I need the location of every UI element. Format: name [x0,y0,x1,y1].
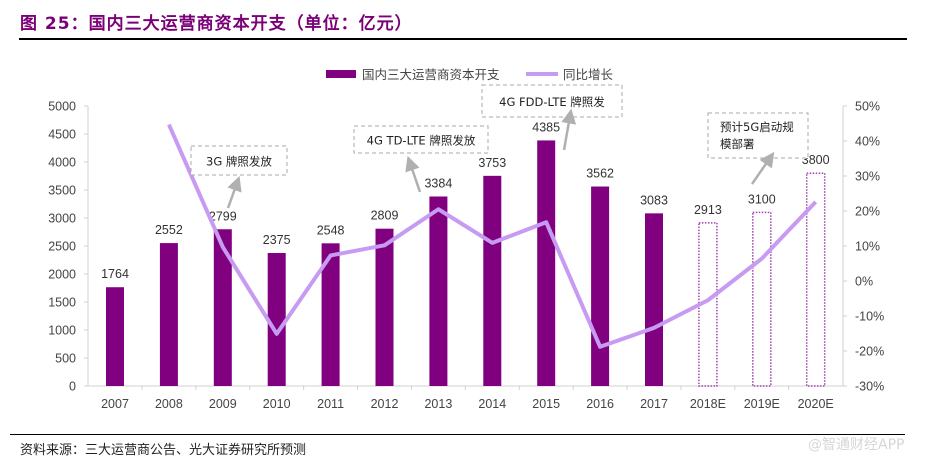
bar-estimate [805,172,826,387]
annotation-text: 4G FDD-LTE 牌照发 [499,95,605,109]
x-tick-label: 2009 [209,397,237,411]
y-left-tick-label: 4000 [48,156,76,170]
x-tick-label: 2011 [317,397,344,411]
y-right-tick-label: -30% [855,380,884,394]
x-tick-label: 2015 [532,397,560,411]
x-tick-label: 2019E [744,397,780,411]
y-right-tick-label: 0% [855,275,873,289]
bar-value-label: 4385 [532,120,560,134]
yoy-line [167,123,818,349]
bar-value-label: 2552 [155,223,183,237]
bar-value-label: 2548 [317,223,345,237]
figure-title: 图 25：国内三大运营商资本开支（单位：亿元） [20,14,413,34]
legend-swatch-capex [326,70,356,78]
annotation-arrow [561,108,577,151]
legend: 国内三大运营商资本开支 同比增长 [326,67,614,82]
y-left-tick-label: 2500 [48,240,76,254]
annotation-box [707,112,809,159]
annotation-text: 模部署 [720,137,755,151]
bar [106,287,124,386]
bar-value-label: 3753 [478,156,506,170]
legend-label-yoy: 同比增长 [563,67,614,82]
y-right-tick-label: -20% [855,345,884,359]
bar-estimate [698,222,718,387]
bar-value-label: 2913 [694,203,722,217]
bar-value-label: 1764 [101,267,129,281]
y-left-tick-label: 0 [69,380,76,394]
bar-value-label: 2375 [263,233,291,247]
bar [375,228,394,386]
annotation-arrow [226,175,242,209]
x-tick-label: 2012 [371,397,399,411]
y-left-tick-label: 2000 [48,268,76,282]
y-left-tick-label: 3000 [48,212,76,226]
bar [159,243,178,386]
annotation-box [481,84,623,118]
x-tick-label: 2010 [263,397,291,411]
annotation-text: 3G 牌照发放 [206,155,272,169]
x-tick-label: 2018E [690,397,726,411]
bar [267,253,286,386]
bar-value-label: 3083 [640,193,668,207]
annotation-text: 4G TD-LTE 牌照发放 [367,134,476,148]
source-note: 资料来源：三大运营商公告、光大证券研究所预测 [20,443,307,458]
y-left-tick-label: 3500 [48,184,76,198]
bar [483,175,502,386]
annotation-box [190,145,288,176]
legend-label-capex: 国内三大运营商资本开支 [362,67,500,82]
title-rule [19,38,907,40]
x-tick-label: 2020E [798,397,834,411]
y-left-tick-label: 500 [55,352,76,366]
x-tick-label: 2008 [155,397,183,411]
bars [106,140,826,387]
bar-value-label: 2799 [209,209,237,223]
bar-estimate [752,211,772,387]
source-rule [10,434,905,435]
bar-value-label: 3562 [586,167,614,181]
y-right-tick-label: 40% [855,135,880,149]
y-left-tick-label: 5000 [48,100,76,114]
x-tick-label: 2007 [101,397,129,411]
bar [429,196,448,386]
yoy-line-series [167,123,818,349]
bar-value-label: 3100 [748,192,776,206]
axes: 0 500 1000 1500 2000 2500 3000 3500 4000 4500 5000… [48,100,884,412]
x-tick-label: 2017 [640,397,668,411]
x-tick-label: 2014 [478,397,506,411]
bar-value-label: 2809 [371,209,399,223]
bar-labels: 1764 2552 2799 2375 2548 2809 3384 3753 4385 3562… [101,120,830,281]
bar [645,213,663,386]
bar [591,186,610,386]
watermark: @智通财经APP [808,437,905,453]
annotation-text: 预计5G启动规 [720,120,794,134]
y-left-tick-label: 4500 [48,128,76,142]
x-tick-label: 2016 [586,397,614,411]
annotation-arrow [405,155,422,193]
y-right-tick-label: 30% [855,170,880,184]
bar [537,140,556,386]
bar-value-label: 3384 [424,176,452,190]
y-right-tick-label: 50% [855,100,880,114]
annotation-box [353,125,489,154]
bar [213,229,232,386]
bar-value-label: 3800 [802,153,830,167]
bar [321,243,340,386]
y-right-tick-label: -10% [855,310,884,324]
x-tick-label: 2013 [424,397,452,411]
y-left-tick-label: 1000 [48,324,76,338]
y-right-tick-label: 20% [855,205,880,219]
annotation-arrow [750,151,775,185]
annotations: 3G 牌照发放 4G TD-LTE 牌照发放 4G FDD-LTE 牌照发预计5G启… [190,84,809,209]
y-left-tick-label: 1500 [48,296,76,310]
y-right-tick-label: 10% [855,240,880,254]
